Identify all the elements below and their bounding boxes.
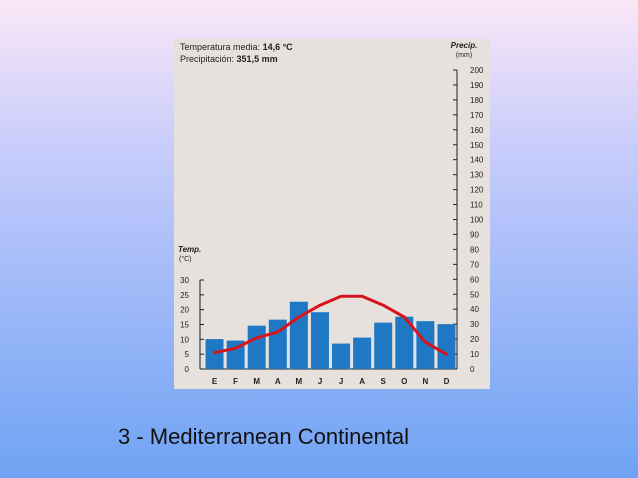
precip-tick-label: 10 <box>470 350 479 359</box>
month-label: J <box>318 377 322 386</box>
month-label: F <box>233 377 238 386</box>
climate-chart-panel: Temperatura media: 14,6 °C Precipitación… <box>174 39 490 389</box>
precip-bar-7 <box>332 343 351 369</box>
precip-tick-label: 60 <box>470 275 479 284</box>
precip-bar-9 <box>374 322 393 369</box>
precip-axis-title: Precip. <box>451 41 478 50</box>
precip-tick-label: 160 <box>470 126 484 135</box>
precip-tick-label: 110 <box>470 201 483 210</box>
precip-bar-12 <box>437 324 456 369</box>
precip-tick-label: 90 <box>470 230 479 239</box>
precip-tick-label: 180 <box>470 96 484 105</box>
precip-tick-label: 140 <box>470 156 484 165</box>
precip-tick-label: 200 <box>470 66 484 75</box>
month-label: N <box>422 377 428 386</box>
precip-tick-label: 120 <box>470 186 484 195</box>
precip-bar-11 <box>416 321 435 369</box>
month-label: E <box>212 377 218 386</box>
month-label: M <box>253 377 260 386</box>
temp-summary-label: Temperatura media: <box>180 42 261 52</box>
precip-tick-label: 190 <box>470 81 484 90</box>
temp-tick-label: 15 <box>180 321 189 330</box>
precip-bar-3 <box>247 325 266 369</box>
month-label: O <box>401 377 407 386</box>
slide-caption: 3 - Mediterranean Continental <box>118 424 410 449</box>
precip-tick-label: 100 <box>470 216 484 225</box>
month-label: A <box>275 377 281 386</box>
precip-tick-label: 80 <box>470 245 479 254</box>
month-label: D <box>444 377 450 386</box>
temp-tick-label: 20 <box>180 306 189 315</box>
climograph: Precip.(mm)Temp.(°C)01020304050607080901… <box>178 41 484 386</box>
precip-tick-label: 130 <box>470 171 484 180</box>
precip-summary-label: Precipitación: <box>180 54 235 64</box>
precip-bar-5 <box>289 301 308 369</box>
precip-bar-10 <box>395 316 414 369</box>
precip-summary-value: 351,5 mm <box>236 54 278 64</box>
month-label: S <box>381 377 387 386</box>
temp-tick-label: 30 <box>180 276 189 285</box>
month-label: A <box>359 377 365 386</box>
precip-tick-label: 0 <box>470 365 475 374</box>
precip-summary: Precipitación: 351,5 mm <box>180 54 278 64</box>
month-label: M <box>296 377 303 386</box>
precip-axis-unit: (mm) <box>456 52 472 59</box>
temp-summary: Temperatura media: 14,6 °C <box>180 42 293 52</box>
precip-tick-label: 30 <box>470 320 479 329</box>
temp-summary-value: 14,6 °C <box>262 42 293 52</box>
precip-bar-6 <box>310 312 329 369</box>
temp-axis-title: Temp. <box>178 245 201 254</box>
temp-tick-label: 10 <box>180 335 189 344</box>
precip-bar-8 <box>353 337 372 369</box>
precip-tick-label: 20 <box>470 335 479 344</box>
temp-axis-unit: (°C) <box>179 255 192 263</box>
precip-tick-label: 170 <box>470 111 484 120</box>
temp-tick-label: 0 <box>185 365 190 374</box>
temp-tick-label: 5 <box>185 350 190 359</box>
precip-tick-label: 40 <box>470 305 479 314</box>
month-label: J <box>339 377 343 386</box>
temp-tick-label: 25 <box>180 291 189 300</box>
precip-tick-label: 150 <box>470 141 484 150</box>
precip-tick-label: 70 <box>470 260 479 269</box>
precip-tick-label: 50 <box>470 290 479 299</box>
temperature-line <box>213 294 448 356</box>
